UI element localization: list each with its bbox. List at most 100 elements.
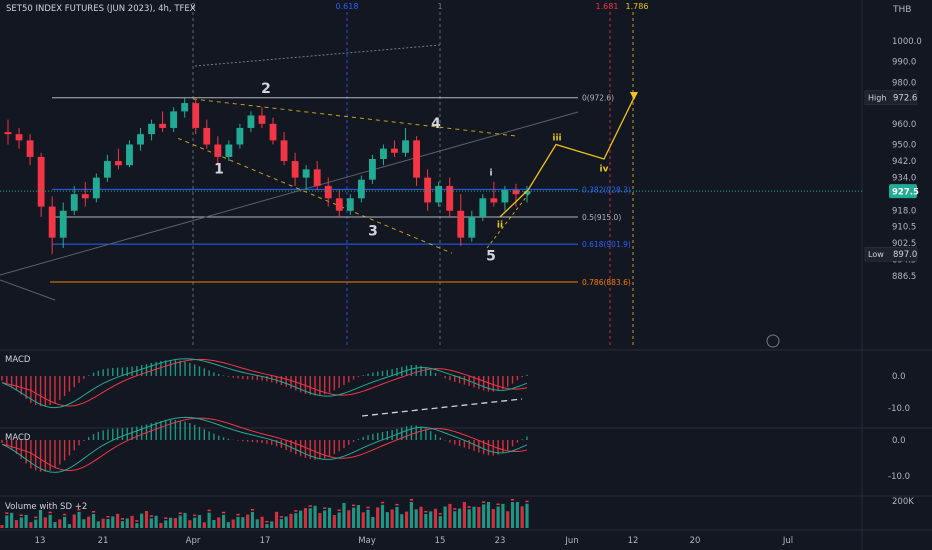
volume-bar [14,520,19,528]
volume-bar [144,511,149,528]
candle [335,190,343,217]
volume-bar [96,521,100,528]
volume-sd-marker [279,516,283,518]
volume-sd-marker [409,499,414,501]
candle-body [48,206,56,238]
candle-body [103,161,111,178]
candle [126,140,133,168]
price-tick-label: 990.0 [892,58,916,68]
volume-sd-marker [221,511,226,514]
volume-sd-marker [453,508,457,510]
candle [26,134,34,166]
price-tick-label: 902.5 [892,239,916,249]
volume-bar [48,514,52,528]
candle [203,119,211,149]
price-tick-label: 980.0 [892,78,916,88]
volume-bar [63,516,67,528]
volume-bar [303,508,308,528]
candle [48,196,56,255]
time-tick-label: 12 [628,536,639,546]
fib-time-label: 1.786 [626,2,649,11]
candle-body [258,115,266,124]
volume-bar [404,511,409,528]
candle [346,194,354,215]
volume-sd-marker [265,521,269,523]
candle-body [181,103,189,112]
currency-label: THB [893,5,912,15]
wave-label-i: i [489,169,492,179]
candle [391,140,398,157]
candle-body [435,185,443,203]
volume-bar [327,507,332,528]
candle [70,185,78,215]
volume-bar [34,519,38,528]
volume-bar [231,519,235,528]
time-tick-label: 15 [435,536,446,546]
candle-body [37,156,45,207]
volume-label[interactable]: Volume with SD +2 [5,502,88,512]
volume-bar [226,522,230,528]
time-tick-label: 17 [260,536,271,546]
volume-sd-marker [467,506,471,508]
volume-bar [87,516,91,528]
candle [302,165,310,191]
volume-bar [183,512,187,528]
candle-body [148,123,155,135]
volume-sd-marker [525,500,529,503]
volume-bar [241,517,245,528]
volume-bar [433,508,438,528]
candle [402,127,409,157]
macd2-label[interactable]: MACD [5,433,31,443]
volume-bar [178,515,182,528]
macd1-tick: 0.0 [892,372,906,382]
volume-bar [443,506,447,528]
volume-bar [371,517,375,528]
volume-bar [356,505,361,528]
price-tick-label: 960.0 [892,120,916,130]
candle [103,154,111,182]
volume-bar [221,514,226,528]
candle-body [92,177,100,199]
candle-body [402,140,409,153]
volume-bar [337,512,341,528]
volume-bar [159,523,163,528]
symbol-title[interactable]: SET50 INDEX FUTURES (JUN 2023), 4h, TFEX [6,4,196,14]
volume-sd-marker [5,512,9,514]
candle-body [59,210,67,238]
volume-bar [265,524,269,528]
candle-body [335,198,343,211]
candle-body [159,123,167,128]
volume-bar [135,523,139,528]
volume-sd-marker [193,514,197,517]
volume-tick: 200K [892,497,914,507]
candle [413,136,420,186]
macd2-tick: 0.0 [892,436,906,446]
candle [159,111,167,133]
fib-time-label: 1.681 [596,2,619,11]
volume-sd-marker [34,516,38,519]
volume-sd-marker [424,511,428,513]
candle [435,181,443,207]
volume-bar [390,509,394,528]
candle-body [26,140,34,157]
volume-sd-marker [438,513,442,515]
volume-bar [501,503,505,528]
volume-bar [255,519,259,528]
time-tick-label: 23 [495,536,506,546]
volume-bar [29,522,33,528]
candle [446,177,454,217]
candle [380,144,387,166]
candle-body [479,198,487,217]
volume-sd-marker [395,503,399,506]
volume-bar [385,512,389,528]
candle-body [512,190,520,195]
volume-sd-marker [91,511,96,513]
candle-body [457,210,465,238]
candle [490,181,498,207]
candle-body [523,191,531,195]
volume-bar [270,521,274,528]
candle-body [380,148,387,159]
macd1-label[interactable]: MACD [5,355,31,365]
